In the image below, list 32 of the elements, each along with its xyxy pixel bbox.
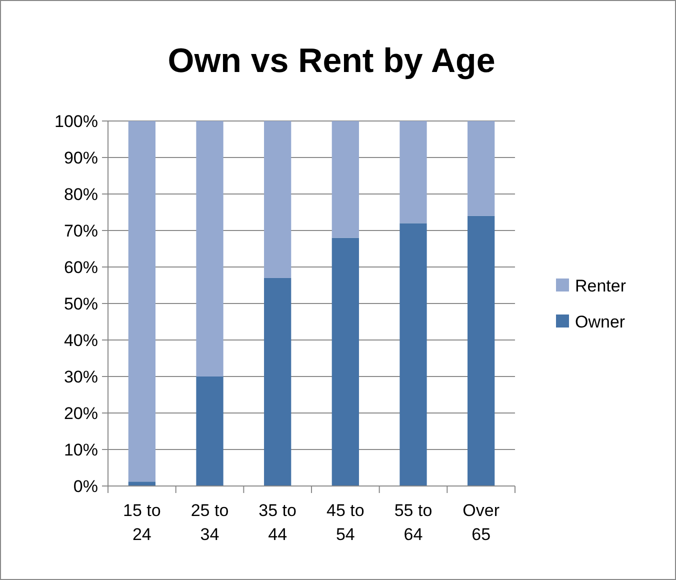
legend-label: Renter [575, 276, 626, 296]
bar [332, 238, 359, 486]
x-tick-label: 55 to 64 [394, 501, 432, 544]
y-tick-label: 90% [64, 148, 98, 168]
bar [468, 216, 495, 486]
bar [128, 121, 156, 482]
bar [196, 121, 224, 376]
bar [400, 223, 427, 486]
x-tick-label: Over 65 [462, 501, 500, 544]
y-tick-label: 40% [64, 330, 98, 350]
x-tick-label: 45 to 54 [326, 501, 364, 544]
x-tick-label: 15 to 24 [123, 501, 161, 544]
bar [400, 121, 427, 224]
y-tick-label: 10% [64, 440, 98, 460]
y-tick-label: 0% [73, 476, 98, 496]
y-tick-label: 20% [64, 404, 98, 423]
bar [196, 376, 224, 486]
x-tick-label: 35 to 44 [258, 501, 296, 544]
y-tick-label: 60% [64, 258, 98, 277]
y-tick-label: 30% [64, 367, 98, 386]
bar [264, 278, 292, 486]
y-tick-label: 50% [64, 294, 98, 314]
y-tick-label: 70% [64, 221, 98, 240]
y-tick-label: 80% [64, 184, 98, 204]
chart-title: Own vs Rent by Age [168, 42, 496, 80]
x-tick-label: 25 to 34 [190, 501, 229, 544]
bar [332, 121, 359, 238]
bar [128, 482, 156, 486]
bar [468, 121, 495, 216]
y-tick-label: 100% [54, 112, 98, 131]
bar [264, 121, 292, 278]
legend-label: Owner [575, 312, 626, 332]
